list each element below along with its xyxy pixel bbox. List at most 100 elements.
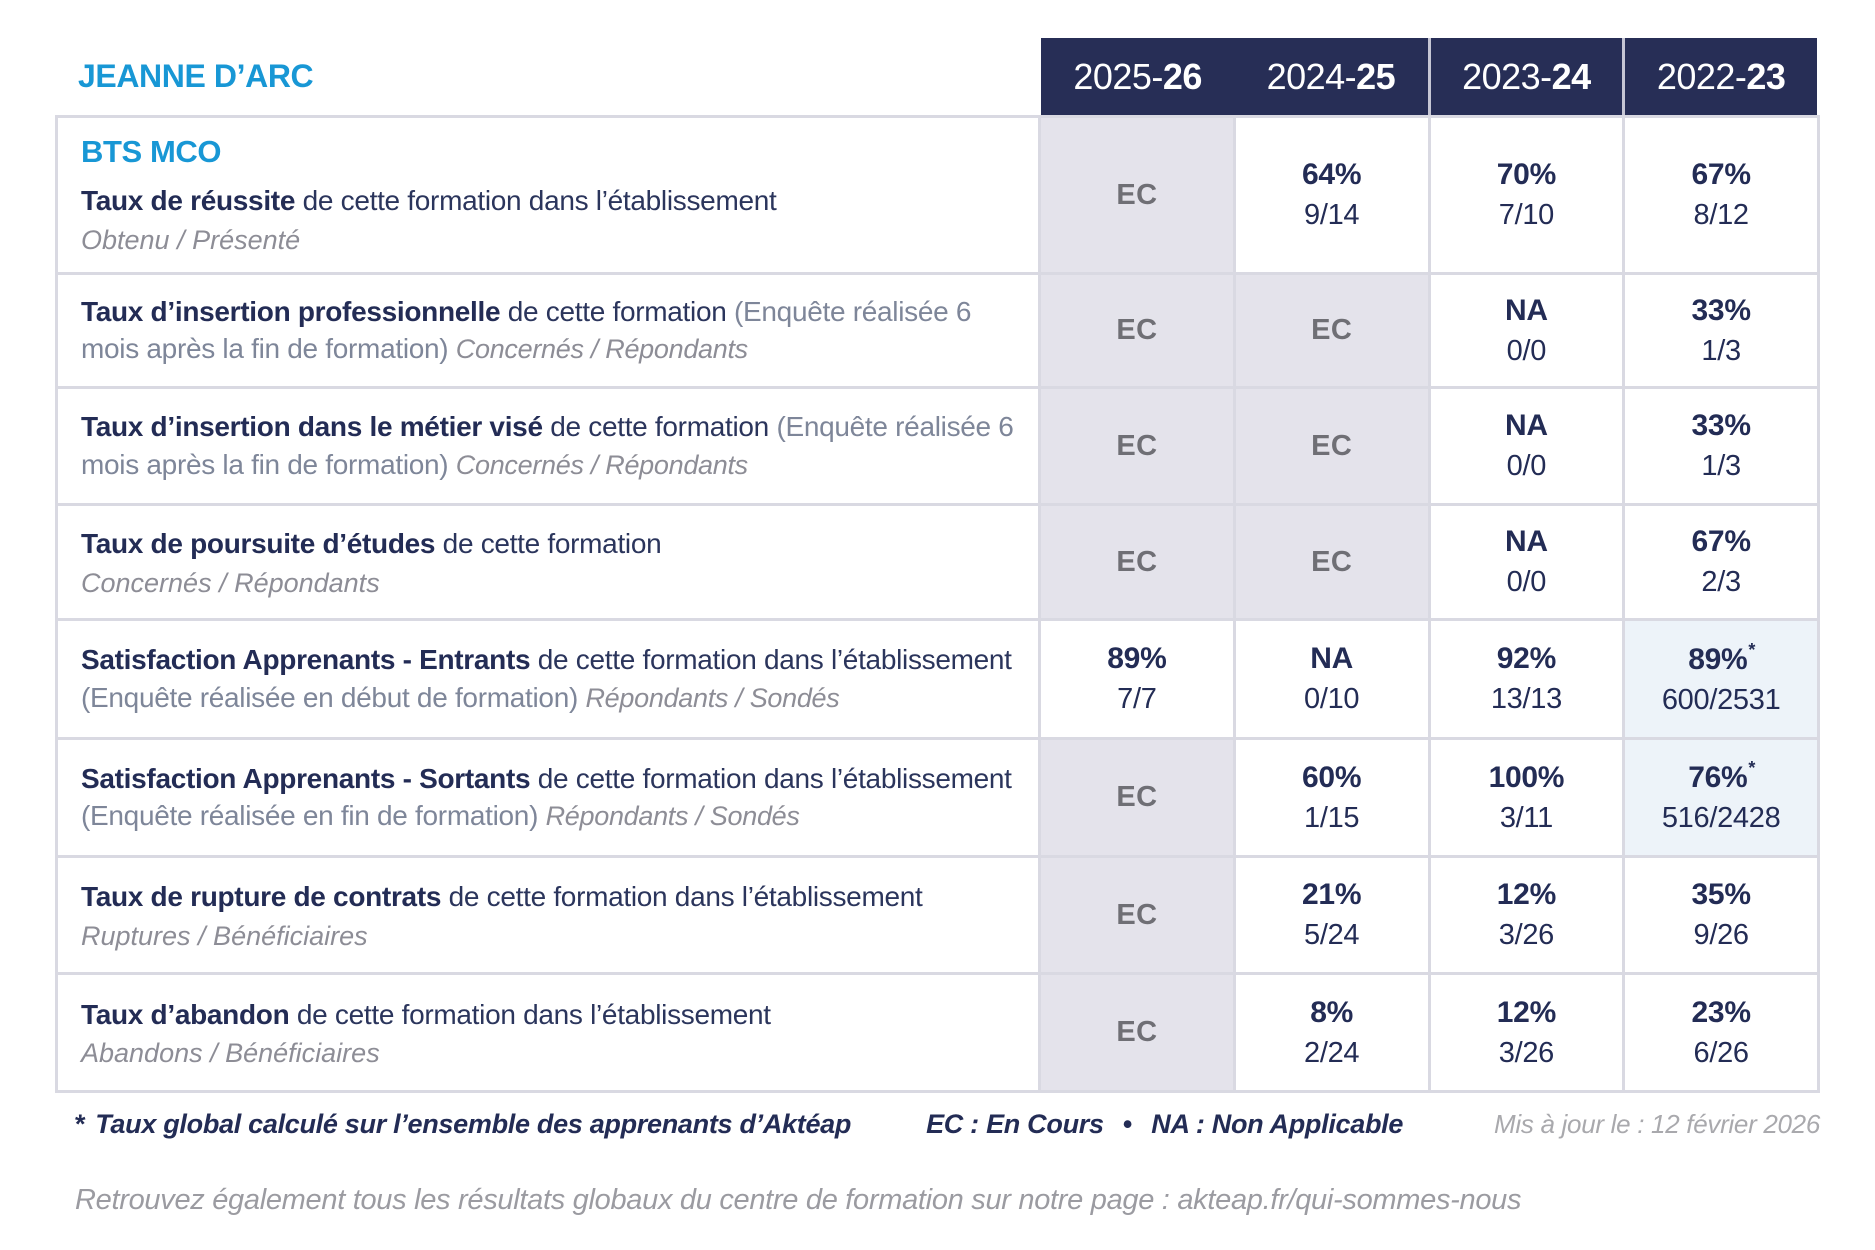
cell-value: 33% xyxy=(1691,293,1751,327)
data-cell: 33% 1/3 xyxy=(1625,389,1817,503)
data-cell: 76%* 516/2428 xyxy=(1625,740,1817,855)
cell-value: 12% xyxy=(1496,995,1556,1029)
data-cell: NA 0/0 xyxy=(1430,275,1623,386)
table-body: BTS MCO Taux de réussite de cette formati… xyxy=(55,115,1820,1093)
row-ratio-legend: Concernés / Répondants xyxy=(81,567,380,598)
year-prefix: 2022- xyxy=(1656,55,1747,97)
cell-value: EC xyxy=(1116,1016,1158,1048)
abbrev-ec: EC : En Cours xyxy=(926,1109,1104,1139)
cell-detail: 0/0 xyxy=(1506,334,1547,367)
row-label: Satisfaction Apprenants - Sortants de ce… xyxy=(58,740,1038,855)
table-header: JEANNE D’ARC 2025- 26 2024- 25 2023- 24 202… xyxy=(55,38,1820,115)
row-label-text: Taux de poursuite d’études de cette form… xyxy=(81,525,1014,562)
row-label: Satisfaction Apprenants - Entrants de ce… xyxy=(58,621,1038,737)
row-label-text: Taux d’insertion dans le métier visé de … xyxy=(81,408,1014,483)
cell-detail: 0/0 xyxy=(1506,450,1547,482)
footnote-text: Taux global calculé sur l’ensemble des a… xyxy=(95,1109,852,1139)
cell-value: EC xyxy=(1116,429,1158,462)
year-header-2022-23: 2022- 23 xyxy=(1625,38,1817,115)
data-cell: 12% 3/26 xyxy=(1430,858,1623,972)
cell-detail: 2/24 xyxy=(1304,1036,1360,1069)
cell-value: EC xyxy=(1311,314,1353,346)
data-cell: NA 0/0 xyxy=(1430,389,1623,503)
year-headers: 2025- 26 2024- 25 2023- 24 2022- 23 xyxy=(1041,38,1817,115)
cell-detail: 600/2531 xyxy=(1661,683,1781,716)
cell-value: NA xyxy=(1505,409,1548,442)
global-rate-asterisk: * xyxy=(1748,639,1756,660)
asterisk: * xyxy=(75,1109,86,1139)
year-prefix: 2024- xyxy=(1266,55,1357,97)
cell-detail: 9/14 xyxy=(1304,199,1360,231)
footer-row: * Taux global calculé sur l’ensemble des … xyxy=(55,1109,1820,1140)
year-bold: 24 xyxy=(1551,55,1592,97)
row-ratio-legend: Abandons / Bénéficiaires xyxy=(81,1038,380,1069)
row-description: de cette formation dans l’établissement xyxy=(302,185,777,217)
data-cell: 60% 1/15 xyxy=(1235,740,1428,855)
data-cell: EC xyxy=(1041,275,1233,386)
cell-detail: 13/13 xyxy=(1490,683,1562,715)
cell-detail: 7/10 xyxy=(1498,199,1555,231)
data-cell: EC xyxy=(1041,858,1233,972)
row-description: de cette formation dans l’établissement xyxy=(537,762,1012,794)
data-cell: EC xyxy=(1235,389,1428,503)
row-title: Taux d’insertion dans le métier visé xyxy=(81,411,543,443)
cell-detail: 3/26 xyxy=(1498,919,1555,951)
cell-value: 12% xyxy=(1496,878,1556,911)
cell-detail: 5/24 xyxy=(1304,919,1360,951)
row-survey-note: (Enquête réalisée 6 mois après la fin de… xyxy=(81,295,972,365)
row-survey-note: (Enquête réalisée en fin de formation) xyxy=(81,800,539,832)
row-ratio-legend: Répondants / Sondés xyxy=(585,682,840,713)
row-label-text: Taux de rupture de contrats de cette for… xyxy=(81,878,1014,915)
program-title: BTS MCO xyxy=(81,134,222,170)
cell-detail: 0/0 xyxy=(1506,566,1547,598)
cell-value: NA xyxy=(1505,293,1548,327)
row-title: Taux d’insertion professionnelle xyxy=(81,295,501,327)
year-header-2024-25: 2024- 25 xyxy=(1234,38,1428,115)
data-cell: EC xyxy=(1041,389,1233,503)
data-cell: 67% 2/3 xyxy=(1625,506,1817,618)
data-cell: 21% 5/24 xyxy=(1235,858,1428,972)
row-label: Taux d’insertion professionnelle de cett… xyxy=(58,275,1038,386)
header-divider xyxy=(1427,38,1431,115)
cell-value: 8% xyxy=(1310,995,1353,1029)
data-cell: EC xyxy=(1041,740,1233,855)
cell-value: 67% xyxy=(1691,158,1751,191)
bullet-separator: • xyxy=(1122,1109,1133,1139)
row-description: de cette formation dans l’établissement xyxy=(537,644,1012,676)
row-label-text: Taux d’abandon de cette formation dans l… xyxy=(81,996,1014,1033)
cell-detail: 1/3 xyxy=(1701,334,1741,367)
cell-value: EC xyxy=(1116,545,1158,578)
row-label-text: Taux d’insertion professionnelle de cett… xyxy=(81,293,1014,368)
row-description: de cette formation xyxy=(550,411,769,443)
row-label-text: Satisfaction Apprenants - Sortants de ce… xyxy=(81,760,1014,835)
cell-value: 35% xyxy=(1691,878,1751,911)
cell-value: 89% xyxy=(1107,642,1167,675)
cell-value: 21% xyxy=(1302,878,1362,911)
year-bold: 26 xyxy=(1162,55,1203,97)
header-divider xyxy=(1622,38,1626,115)
abbreviation-legend: EC : En Cours • NA : Non Applicable xyxy=(926,1109,1403,1140)
data-cell: 92% 13/13 xyxy=(1430,621,1623,737)
school-name: JEANNE D’ARC xyxy=(78,58,314,94)
row-title: Taux de réussite xyxy=(81,185,296,217)
abbrev-na: NA : Non Applicable xyxy=(1151,1109,1404,1139)
cell-detail: 8/12 xyxy=(1693,199,1750,231)
row-ratio-legend: Concernés / Répondants xyxy=(455,449,748,480)
last-updated: Mis à jour le : 12 février 2026 xyxy=(1494,1109,1820,1139)
row-description: de cette formation dans l’établissement xyxy=(296,998,771,1030)
bottom-note: Retrouvez également tous les résultats g… xyxy=(75,1184,1522,1216)
year-header-2025-26: 2025- 26 xyxy=(1041,38,1235,115)
row-label: Taux de rupture de contrats de cette for… xyxy=(58,858,1038,972)
cell-value: 64% xyxy=(1302,158,1362,191)
row-description: de cette formation xyxy=(442,528,662,560)
cell-value: EC xyxy=(1116,314,1158,346)
row-label: Taux de poursuite d’études de cette form… xyxy=(58,506,1038,618)
cell-value: 70% xyxy=(1496,158,1556,191)
cell-detail: 2/3 xyxy=(1701,566,1741,598)
cell-value: 60% xyxy=(1302,760,1362,794)
data-cell: 64% 9/14 xyxy=(1235,118,1428,272)
cell-detail: 9/26 xyxy=(1693,919,1750,951)
data-cell: EC xyxy=(1041,975,1233,1090)
cell-value: 89%* xyxy=(1688,639,1756,676)
